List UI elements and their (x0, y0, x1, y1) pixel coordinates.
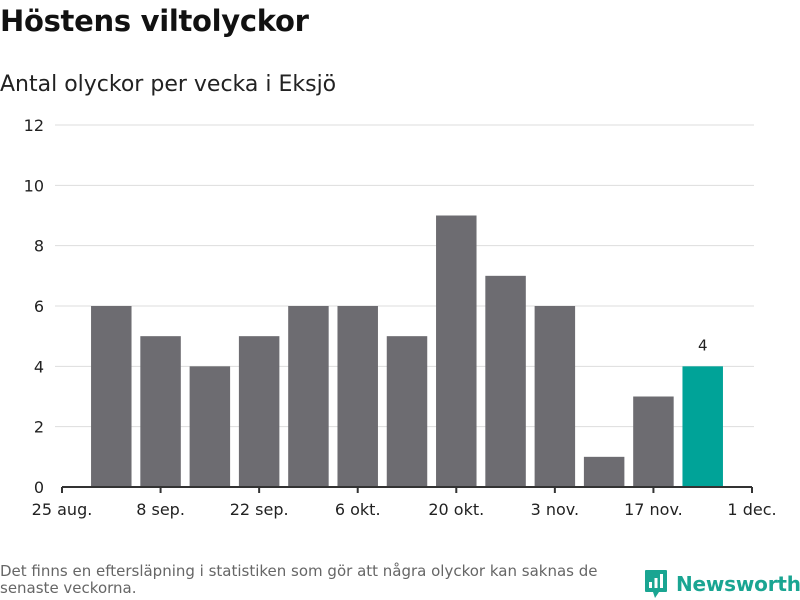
data-label: 4 (698, 336, 708, 354)
bar (140, 336, 181, 487)
x-tick-label: 1 dec. (727, 500, 776, 519)
bar (583, 456, 625, 487)
y-tick-label: 8 (34, 237, 44, 256)
bar (633, 396, 674, 487)
bar-chart: 0 2 4 6 8 10 12 4 25 aug. 8 sep. 22 sep. 6 okt. 20… (24, 116, 777, 519)
bar (485, 275, 526, 487)
x-tick-label: 8 sep. (136, 500, 185, 519)
y-tick-label: 2 (34, 418, 44, 437)
data-labels: 4 (698, 336, 708, 354)
newsworthy-logo-icon (645, 570, 667, 598)
y-axis-labels: 0 2 4 6 8 10 12 (24, 116, 44, 497)
x-axis: 25 aug. 8 sep. 22 sep. 6 okt. 20 okt. 3 nov. 1… (32, 486, 777, 519)
bar (238, 336, 280, 487)
x-tick-label: 17 nov. (624, 500, 683, 519)
brand-logo: Newsworthy (644, 568, 800, 600)
bar (189, 366, 231, 487)
bar (386, 336, 428, 487)
y-tick-label: 12 (24, 116, 44, 135)
bar (337, 306, 378, 487)
x-tick-label: 22 sep. (230, 500, 289, 519)
footnote: Det finns en eftersläpning i statistiken… (0, 562, 598, 597)
bar (534, 306, 576, 487)
x-tick-label: 25 aug. (32, 500, 93, 519)
y-tick-label: 6 (34, 297, 44, 316)
y-tick-label: 10 (24, 176, 44, 195)
x-tick-label: 6 okt. (335, 500, 381, 519)
y-tick-label: 0 (34, 478, 44, 497)
chart-title: Höstens viltolyckor (0, 4, 309, 38)
bars (91, 215, 723, 487)
chart-subtitle: Antal olyckor per vecka i Eksjö (0, 72, 337, 97)
bar (682, 366, 723, 487)
bar (436, 215, 477, 487)
bar (288, 306, 329, 487)
brand-name: Newsworthy (676, 572, 800, 596)
bar (91, 306, 132, 487)
x-tick-label: 20 okt. (428, 500, 484, 519)
y-tick-label: 4 (34, 357, 44, 376)
x-tick-label: 3 nov. (531, 500, 580, 519)
